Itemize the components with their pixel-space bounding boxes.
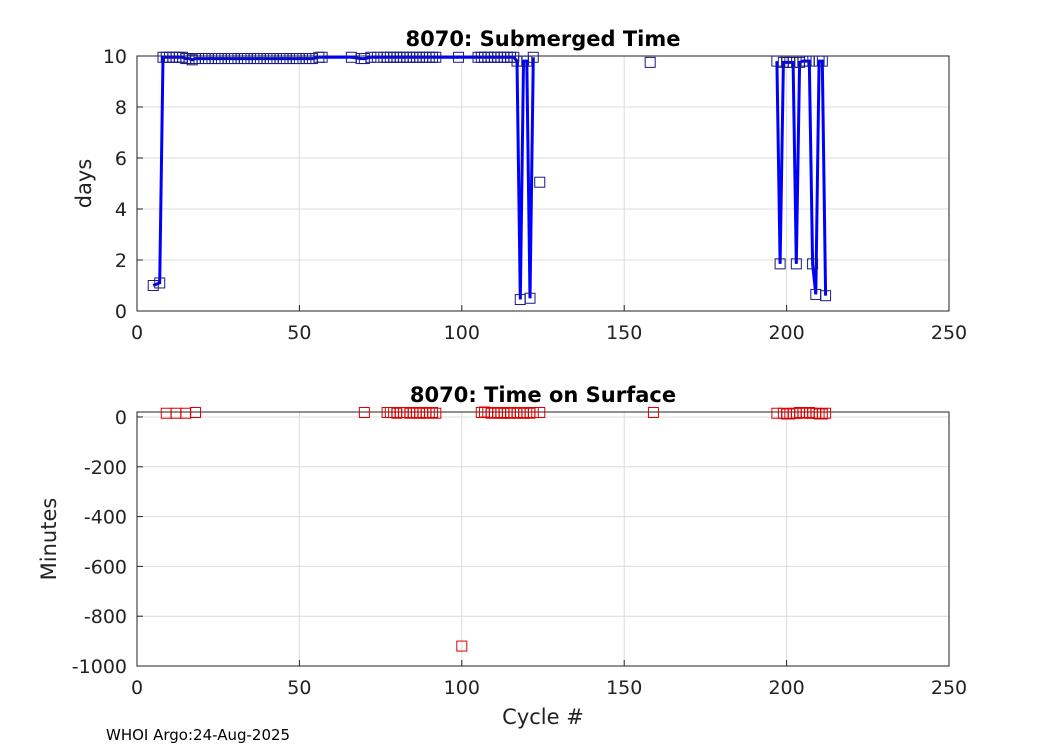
surface-time-axes: 0 50 100 150 200 250 -1000 -800 -600 -400 -200 0 807… (37, 383, 967, 729)
y-tick-label: -600 (84, 556, 127, 578)
data-point (807, 258, 819, 270)
data-point (534, 406, 546, 418)
y-tick-label: -1000 (72, 656, 127, 678)
y-tick-label: 8 (115, 97, 127, 119)
data-point (790, 258, 802, 270)
data-point (524, 292, 536, 304)
data-point (430, 407, 442, 419)
y-tick-label: 0 (115, 407, 127, 429)
x-tick-label: 0 (131, 322, 143, 344)
data-point (427, 406, 439, 418)
x-tick-label: 250 (931, 322, 967, 344)
data-point (813, 408, 825, 420)
x-tick-label: 50 (287, 677, 311, 699)
data-point (816, 55, 828, 67)
data-point (154, 277, 166, 289)
x-tick-label: 150 (606, 677, 642, 699)
data-point (816, 408, 828, 420)
data-point (189, 406, 201, 418)
y-tick-label: 6 (115, 148, 127, 170)
data-point (527, 51, 539, 63)
data-point (534, 176, 546, 188)
data-point (453, 51, 465, 63)
data-point (820, 407, 832, 419)
x-tick-label: 50 (287, 322, 311, 344)
data-point (358, 53, 370, 65)
plot-frame (136, 55, 950, 312)
y-axis-label: Minutes (37, 498, 61, 581)
x-tick-label: 100 (444, 677, 480, 699)
y-tick-label: -200 (84, 457, 127, 479)
data-point (430, 51, 442, 63)
x-tick-label: 200 (768, 322, 804, 344)
data-point (147, 280, 159, 291)
data-point (774, 258, 786, 270)
data-point (183, 53, 195, 65)
data-point (316, 51, 328, 63)
data-point (358, 406, 370, 418)
data-point (365, 51, 377, 63)
x-tick-label: 100 (444, 322, 480, 344)
chart-title: 8070: Submerged Time (405, 27, 680, 51)
y-tick-label: 4 (115, 199, 127, 221)
x-tick-label: 0 (131, 677, 143, 699)
x-axis-label: Cycle # (502, 705, 584, 729)
submerged-time-axes: 0 50 100 150 200 250 0 2 4 6 8 10 8070: Submerged Ti… (72, 27, 967, 344)
chart-title: 8070: Time on Surface (410, 383, 676, 407)
data-point (456, 640, 468, 652)
data-point (521, 406, 533, 418)
data-point (644, 56, 656, 68)
series-line (152, 55, 535, 300)
data-point (647, 406, 659, 418)
y-tick-label: 10 (103, 46, 127, 68)
data-point (527, 406, 539, 418)
x-tick-label: 250 (931, 677, 967, 699)
y-axis-label: days (72, 159, 96, 209)
y-tick-label: 2 (115, 250, 127, 272)
data-point (521, 55, 533, 67)
footer-credit: WHOI Argo:24-Aug-2025 (106, 726, 291, 744)
x-tick-label: 150 (606, 322, 642, 344)
y-tick-label: -800 (84, 606, 127, 628)
y-tick-label: 0 (115, 301, 127, 323)
plot-frame (136, 411, 950, 667)
data-point (820, 290, 832, 302)
x-tick-label: 200 (768, 677, 804, 699)
y-tick-label: -400 (84, 507, 127, 529)
